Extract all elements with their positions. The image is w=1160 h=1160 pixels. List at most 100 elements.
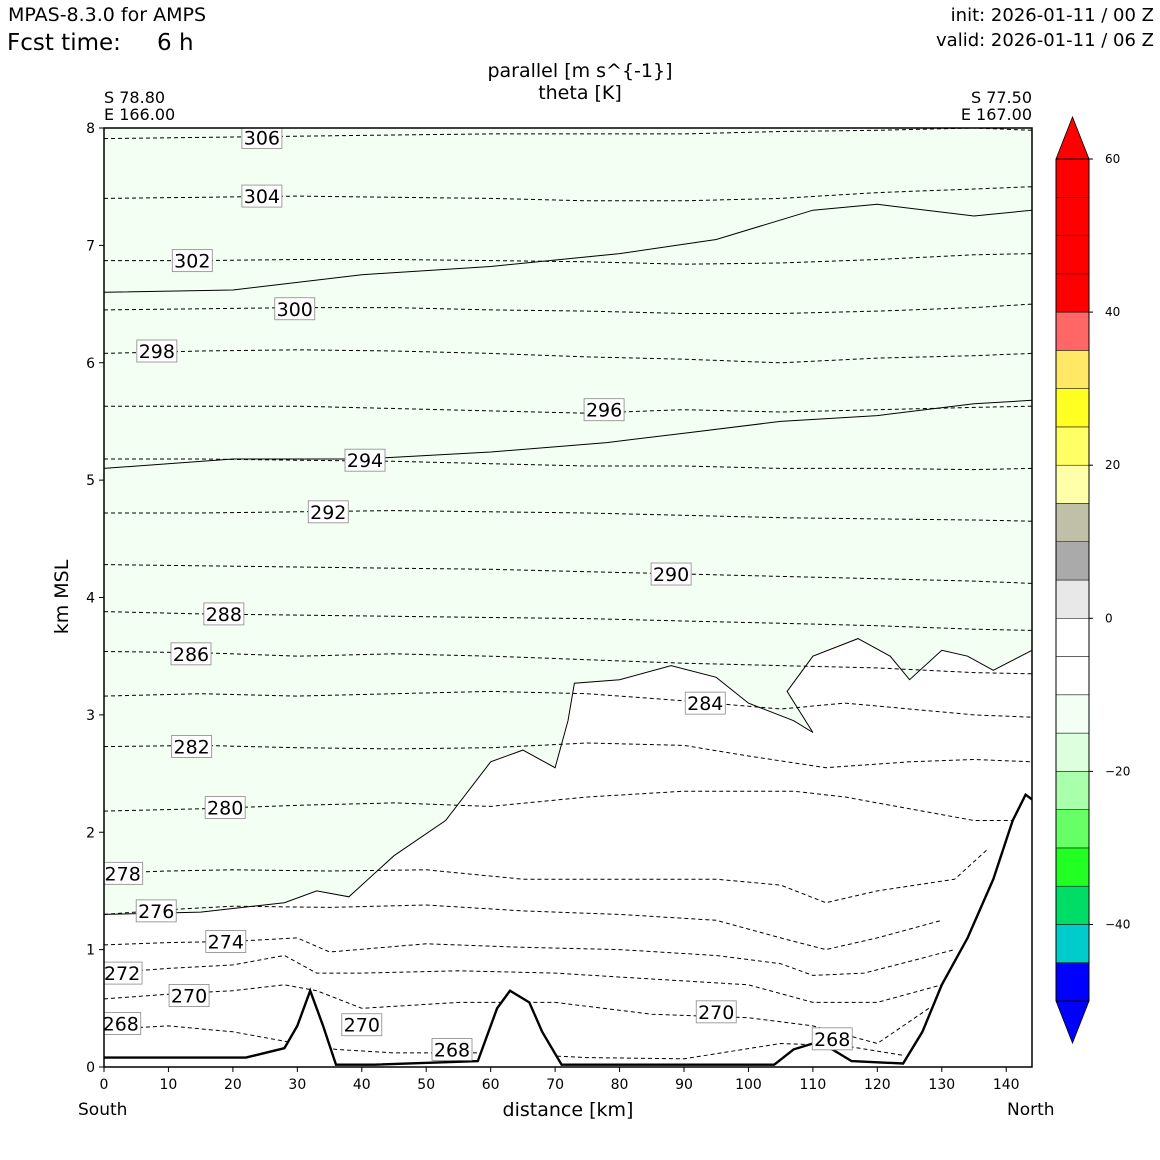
fcst-time-label: Fcst time: [7,30,121,56]
x-tick-label: 40 [353,1077,371,1093]
contour-label-text: 288 [206,604,242,626]
contour-label-box [168,984,210,1007]
contour-label-text: 286 [173,644,209,666]
colorbar-segment [1055,771,1090,810]
colorbar: −40 −20 0 20 40 60 [1055,115,1130,1045]
contour-label-text: 278 [105,863,141,885]
theta-line-272 [104,954,942,1003]
theta-line-274 [104,937,955,976]
plot-area: 3063043023002982962942922902882862842822… [86,121,1033,1093]
contour-label-box [170,642,212,666]
fcst-time-value: 6 h [157,30,194,56]
theta-line-298 [104,349,1032,364]
colorbar-segment [1055,541,1090,581]
right-endpoint-lat: S 77.50 [970,88,1032,107]
contour-label-302: 302 [171,249,213,273]
y-tick-label: 0 [86,1060,95,1076]
colorbar-segment [1055,924,1090,963]
contour-label-box [135,899,177,923]
contour-label-304: 304 [241,184,283,208]
contour-label-box [811,1027,853,1051]
contour-label-box [104,861,144,885]
contour-label-296: 296 [583,398,625,422]
theta-line-282 [104,742,1032,769]
contour-label-text: 292 [310,502,346,524]
x-tick-label: 0 [100,1077,109,1093]
x-tick-label: 20 [224,1077,242,1093]
contour-label-268: 268 [104,1012,142,1036]
contour-label-292: 292 [307,500,349,524]
theta-line-280 [104,790,1032,821]
contour-label-box [204,796,246,820]
contour-label-box [104,961,143,985]
model-title: MPAS-8.3.0 for AMPS [8,4,207,26]
x-tick-label: 140 [993,1077,1020,1093]
wind-contour-line-1 [104,399,1032,469]
contour-label-274: 274 [205,930,247,953]
x-tick-label: 130 [928,1077,955,1093]
contour-label-box [341,1013,383,1037]
contour-label-text: 282 [174,737,210,759]
contour-label-278: 278 [104,861,144,885]
contour-label-276: 276 [135,899,177,923]
wind-contour-line-0 [104,203,1032,293]
contour-label-box [171,249,213,273]
contour-label-text: 280 [207,798,243,820]
x-tick-label: 90 [675,1077,693,1093]
left-endpoint-lon: E 166.00 [104,105,176,124]
colorbar-segment [1055,197,1090,236]
theta-line-276 [104,904,942,951]
chart-title-line1: parallel [m s^{-1}] [487,60,673,82]
y-tick-label: 8 [86,121,95,137]
contour-label-298: 298 [136,339,178,363]
contour-label-box [171,735,213,758]
theta-line-302 [104,253,1032,265]
theta-line-294 [104,458,1032,471]
contour-label-270: 270 [695,1000,737,1024]
colorbar-segment [1055,885,1090,925]
colorbar-segment [1055,809,1090,849]
contour-label-286: 286 [170,642,212,666]
contour-label-box [583,398,625,422]
x-tick-label: 120 [864,1077,891,1093]
terrain-outline [104,792,1032,1066]
contour-label-text: 272 [104,963,140,985]
contour-label-box [274,297,316,321]
contour-label-text: 298 [139,341,175,363]
colorbar-frame [1055,158,1090,1002]
contour-label-text: 300 [277,299,313,321]
colorbar-tick-label: −40 [1105,917,1130,931]
contour-label-box [203,602,245,626]
contour-label-282: 282 [171,735,213,759]
y-tick-label: 7 [86,238,95,254]
init-time: init: 2026-01-11 / 00 Z [950,5,1154,26]
y-tick-label: 3 [86,708,95,724]
theta-line-300 [104,303,1032,314]
contour-label-box [431,1037,473,1061]
colorbar-segment [1055,579,1090,619]
wind-region-fill-2 [104,128,1032,915]
colorbar-segment [1055,464,1090,504]
contour-label-300: 300 [274,297,316,321]
contour-label-box [650,562,692,586]
colorbar-tick-label: 60 [1105,152,1120,166]
colorbar-tick-label: 0 [1105,611,1113,625]
contour-label-text: 270 [171,985,207,1007]
contour-label-270: 270 [341,1013,383,1037]
contour-label-268: 268 [811,1027,853,1051]
theta-line-284 [104,690,1032,718]
contour-label-text: 296 [586,400,622,422]
y-tick-label: 5 [86,473,95,489]
colorbar-segment [1055,235,1090,275]
contour-label-294: 294 [344,448,386,472]
x-tick-label: 10 [160,1077,178,1093]
colorbar-segment [1055,847,1090,887]
valid-time: valid: 2026-01-11 / 06 Z [936,30,1154,51]
contour-label-text: 302 [174,251,210,273]
theta-line-292 [104,510,1032,522]
x-tick-label: 100 [735,1077,762,1093]
contour-label-text: 268 [434,1039,470,1061]
contour-label-text: 268 [814,1029,850,1051]
south-label: South [78,1100,128,1120]
